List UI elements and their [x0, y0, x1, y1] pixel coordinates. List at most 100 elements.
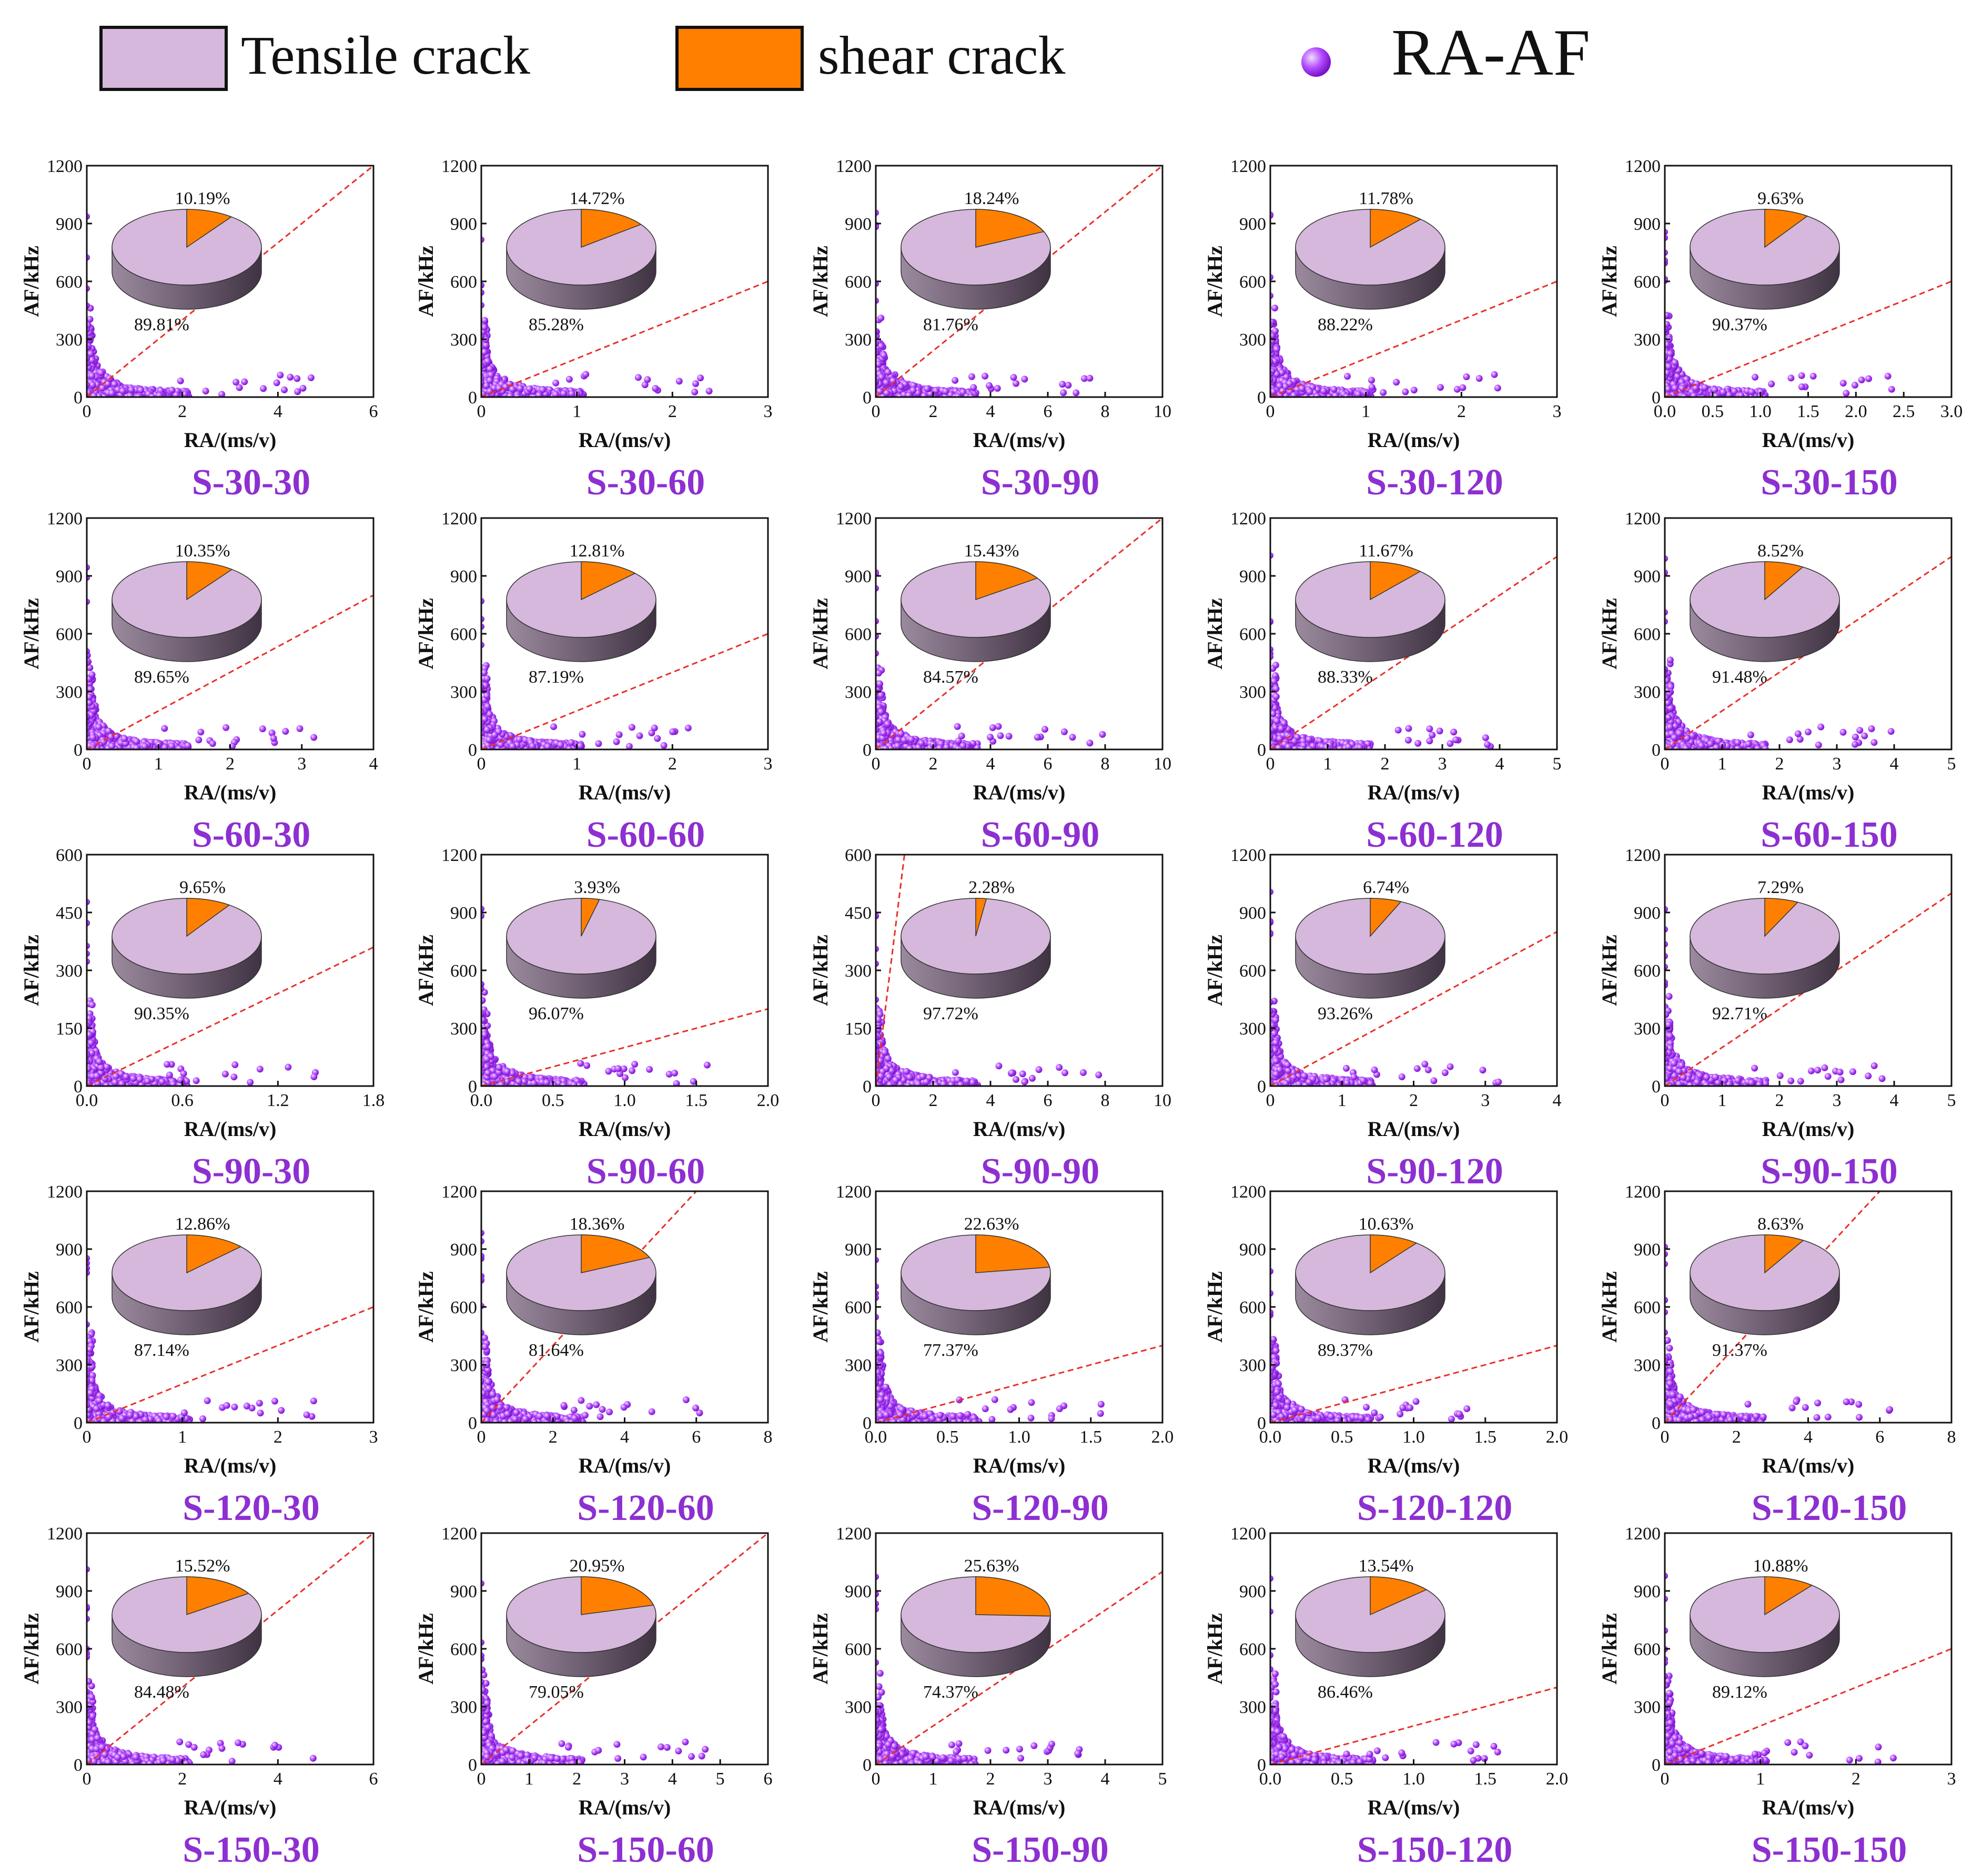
scatter-point — [274, 379, 280, 386]
y-tick-label: 600 — [56, 625, 83, 644]
scatter-point — [89, 671, 96, 678]
x-tick-label: 0 — [1266, 402, 1275, 421]
x-tick-label: 10 — [1154, 754, 1171, 774]
legend-shear-label: shear crack — [818, 25, 1066, 86]
scatter-point — [997, 732, 1004, 739]
crack-pie: 10.35%89.65% — [112, 541, 261, 687]
scatter-point — [669, 728, 676, 735]
scatter-point — [1491, 371, 1498, 378]
scatter-point — [1380, 389, 1387, 396]
panel-title: S-30-60 — [586, 462, 705, 503]
scatter-point — [1021, 376, 1028, 382]
y-tick-label: 600 — [845, 625, 872, 644]
scatter-point — [577, 743, 584, 749]
scatter-point — [1344, 373, 1351, 380]
scatter-point — [636, 733, 643, 739]
x-tick-label: 1 — [154, 754, 163, 774]
scatter-point — [128, 387, 135, 393]
scatter-point — [1865, 376, 1872, 382]
scatter-point — [877, 315, 884, 321]
scatter-point — [876, 681, 883, 687]
x-tick-label: 3 — [764, 754, 773, 774]
scatter-point — [1065, 382, 1071, 389]
y-axis-label: AF/kHz — [1597, 246, 1621, 317]
y-axis-label: AF/kHz — [414, 598, 438, 670]
shear-percentage: 18.24% — [964, 189, 1019, 208]
scatter-point — [1752, 374, 1758, 381]
y-tick-label: 600 — [845, 272, 872, 292]
scatter-point — [509, 386, 516, 393]
x-axis-label: RA/(ms/v) — [184, 428, 277, 452]
panel-title: S-30-150 — [1761, 462, 1898, 503]
x-tick-label: 1 — [1361, 402, 1370, 421]
scatter-point — [635, 374, 642, 381]
scatter-point — [483, 692, 490, 699]
y-tick-label: 900 — [56, 215, 83, 234]
scatter-point — [1271, 305, 1278, 311]
crack-pie: 18.24%81.76% — [901, 189, 1050, 334]
y-tick-label: 900 — [1239, 215, 1266, 234]
scatter-point — [90, 393, 97, 400]
x-tick-label: 2 — [668, 402, 677, 421]
scatter-point — [487, 388, 493, 394]
y-tick-label: 1200 — [836, 509, 872, 529]
scatter-point — [970, 384, 977, 391]
scatter-point — [895, 736, 902, 743]
scatter-point — [481, 317, 488, 324]
scatter-point — [108, 743, 115, 749]
scatter-point — [613, 738, 620, 745]
scatter-point — [95, 724, 102, 731]
panel-title: S-60-90 — [981, 815, 1100, 855]
y-tick-label: 300 — [56, 330, 83, 350]
scatter-point — [661, 742, 668, 749]
scatter-point — [897, 383, 904, 390]
scatter-point — [952, 377, 958, 384]
x-tick-label: 6 — [369, 402, 378, 421]
scatter-point — [918, 739, 925, 746]
scatter-point — [1437, 384, 1444, 391]
legend: Tensile crack shear crack RA-AF — [101, 16, 1590, 89]
shear-percentage: 9.63% — [1757, 189, 1804, 208]
crack-pie: 14.72%85.28% — [507, 189, 656, 334]
y-tick-label: 0 — [863, 741, 872, 760]
scatter-point — [89, 382, 96, 389]
x-tick-label: 4 — [986, 754, 995, 774]
tensile-percentage: 84.57% — [923, 667, 978, 687]
tensile-percentage: 90.37% — [1712, 315, 1767, 334]
scatter-point — [1737, 392, 1744, 399]
scatter-point — [1787, 374, 1794, 381]
scatter-point — [883, 379, 889, 386]
scatter-point — [1691, 392, 1697, 399]
y-tick-label: 300 — [1634, 330, 1661, 350]
crack-pie: 9.63% 90.37% — [1690, 189, 1839, 334]
y-tick-label: 1200 — [441, 157, 477, 176]
x-axis-label: RA/(ms/v) — [973, 428, 1066, 452]
y-axis-label: AF/kHz — [808, 246, 832, 317]
y-tick-label: 0 — [863, 388, 872, 408]
panel-title: S-30-90 — [981, 462, 1100, 503]
scatter-point — [1010, 374, 1017, 381]
y-tick-label: 0 — [74, 388, 83, 408]
scatter-point — [484, 675, 491, 682]
chart-panel: 0 1 2 303006009001200RA/(ms/v)AF/kHzS-60-60… — [414, 509, 773, 855]
panel-title: S-60-60 — [586, 815, 705, 855]
chart-panel: 0 1 2 303006009001200RA/(ms/v)AF/kHzS-30-60… — [414, 157, 773, 503]
scatter-point — [1331, 386, 1338, 393]
scatter-point — [98, 369, 105, 376]
scatter-point — [281, 387, 288, 393]
scatter-point — [260, 385, 267, 392]
scatter-point — [568, 739, 575, 746]
scatter-point — [582, 371, 589, 378]
scatter-point — [968, 373, 975, 380]
scatter-point — [1060, 389, 1067, 396]
scatter-point — [676, 378, 683, 384]
shear-percentage: 14.72% — [570, 189, 625, 208]
scatter-point — [685, 725, 692, 732]
y-tick-label: 900 — [450, 567, 477, 586]
chart-panel: 0 1 2 3 4 503006009001200RA/(ms/v)AF/kHzS-60-… — [1203, 509, 1562, 855]
scatter-point — [484, 726, 491, 733]
scatter-point — [177, 378, 184, 384]
scatter-point — [1798, 372, 1805, 379]
scatter-point — [121, 735, 128, 742]
